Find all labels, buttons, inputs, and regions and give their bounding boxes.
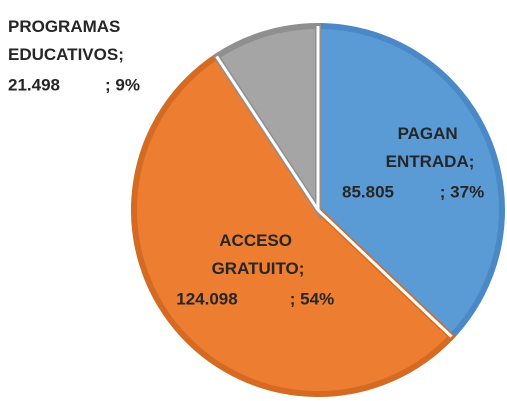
label-line: PAGAN <box>398 124 463 143</box>
data-label-category: ACCESO GRATUITO; <box>212 231 305 278</box>
slice-separator <box>316 208 453 338</box>
pie-slice <box>131 52 456 397</box>
label-line: ENTRADA; <box>386 152 475 171</box>
data-label-value: 21.498 <box>8 75 60 94</box>
pie-slice <box>212 22 321 220</box>
data-label-category: PAGAN ENTRADA; <box>386 124 475 171</box>
label-line: PROGRAMAS <box>8 17 125 36</box>
label-line: EDUCATIVOS; <box>8 45 124 64</box>
data-label-value: 85.805 <box>342 182 394 201</box>
data-label-percent: ; 9% <box>105 75 140 94</box>
slice-separator <box>215 55 320 211</box>
data-label-value: 124.098 <box>176 289 237 308</box>
data-label-category: PROGRAMAS EDUCATIVOS; <box>8 17 125 64</box>
data-label-percent: ; 54% <box>290 289 334 308</box>
label-line: GRATUITO; <box>212 259 305 278</box>
label-line: ACCESO <box>219 231 296 250</box>
data-label-percent: ; 37% <box>440 182 484 201</box>
pie-slice <box>315 22 505 341</box>
